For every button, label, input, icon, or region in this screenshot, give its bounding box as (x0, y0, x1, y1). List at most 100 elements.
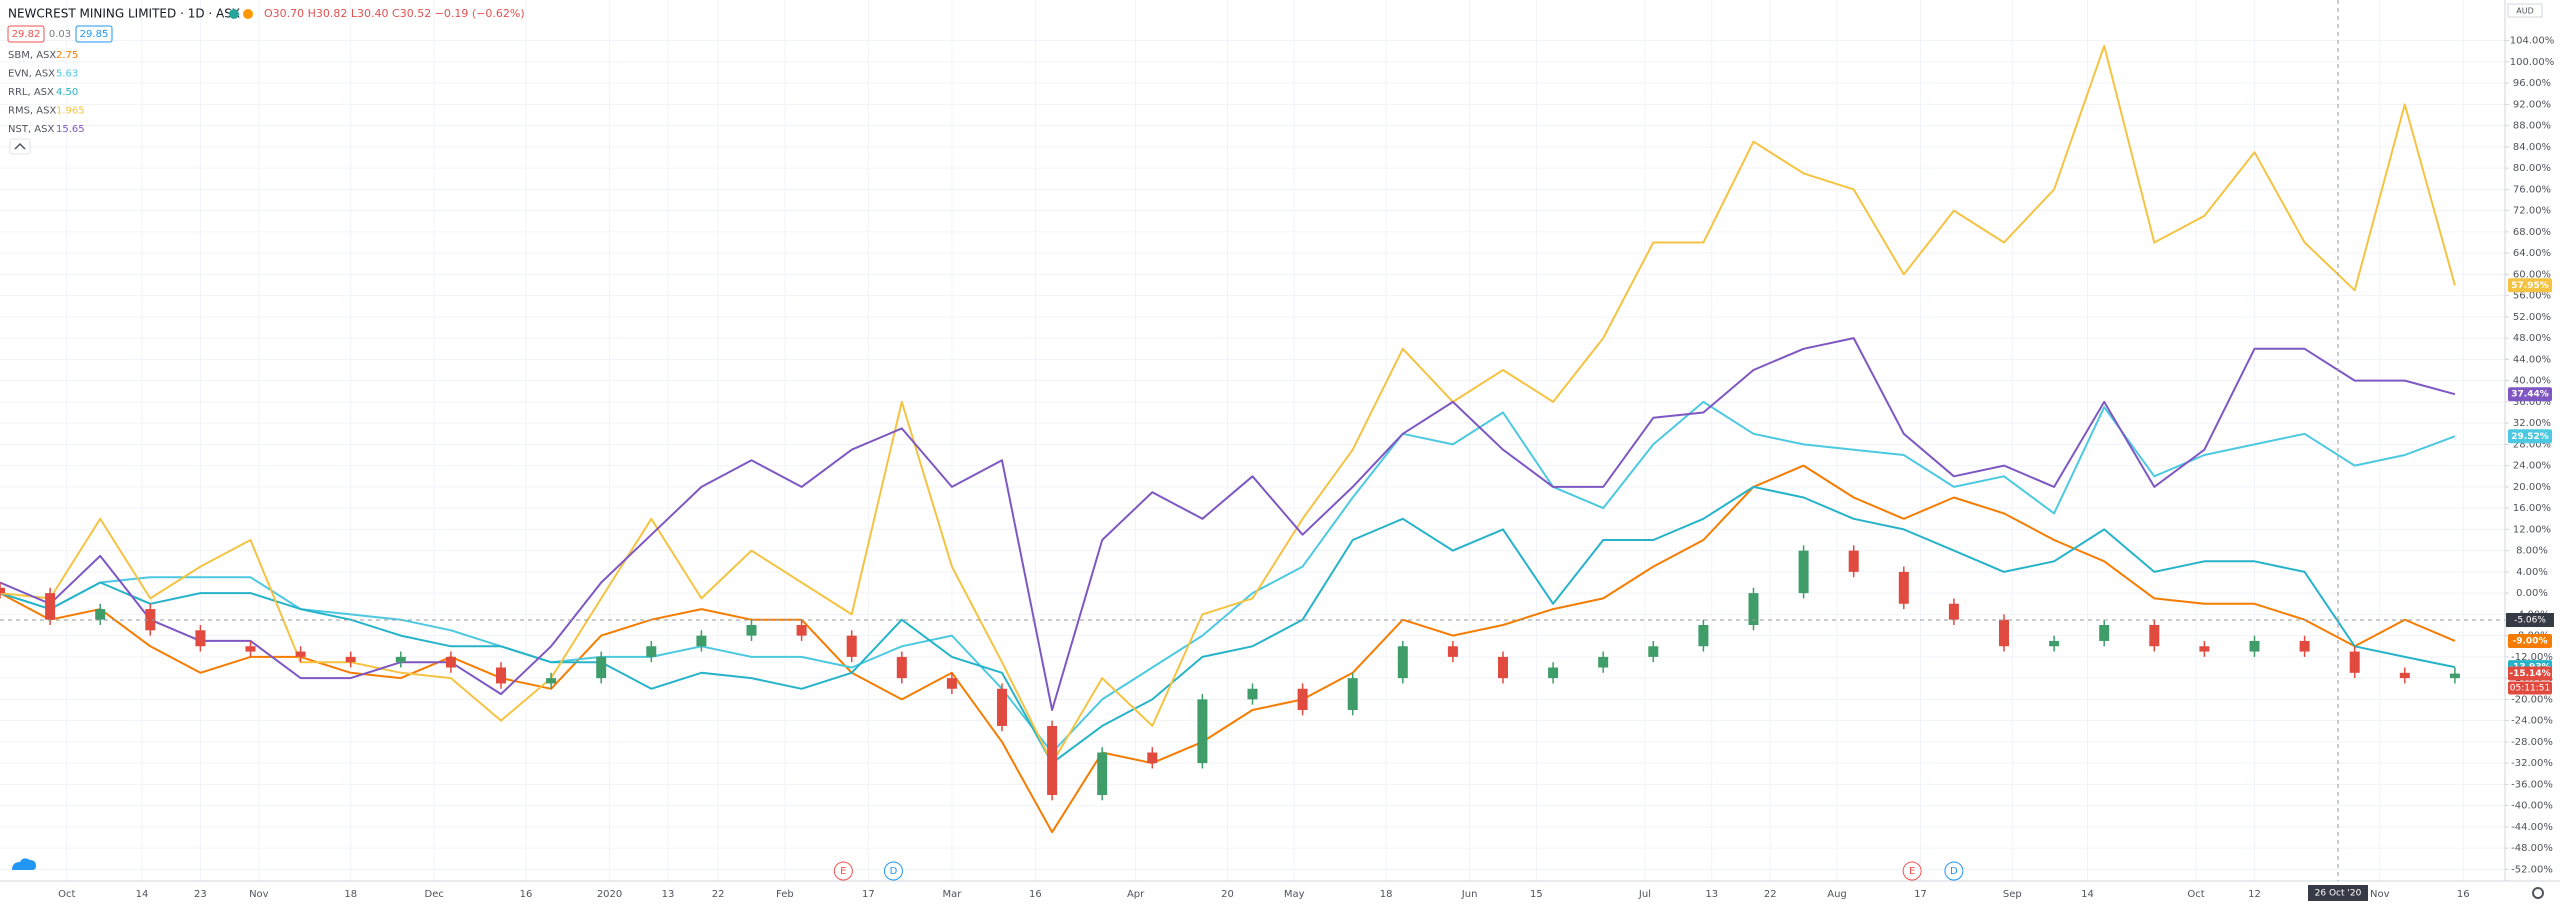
candle-body (746, 625, 757, 636)
legend-name[interactable]: RMS, ASX (8, 106, 56, 117)
x-tick-label: Nov (249, 889, 269, 900)
candle-body (1197, 699, 1208, 764)
x-tick-label: Nov (2370, 889, 2390, 900)
collapse-button[interactable] (9, 138, 31, 155)
x-tick-label: 16 (2457, 889, 2470, 900)
settings-icon[interactable] (2532, 887, 2544, 899)
x-tick-label: Dec (425, 889, 444, 900)
y-tick-label: 96.00% (2513, 78, 2551, 89)
candle-body (2049, 640, 2060, 647)
y-tick-label: 84.00% (2513, 142, 2551, 153)
status-dot (229, 9, 239, 19)
x-tick-label: Sep (2003, 889, 2022, 900)
x-tick-label: May (1284, 889, 1305, 900)
event-label: E (1909, 866, 1915, 877)
candle-body (1848, 550, 1859, 572)
currency: AUD (2516, 7, 2534, 16)
y-tick-label: 92.00% (2513, 99, 2551, 110)
candle-body (2099, 625, 2110, 641)
candle-body (345, 656, 356, 663)
candle-body (1898, 571, 1909, 604)
x-tick-label: 2020 (597, 889, 622, 900)
bid-box[interactable] (7, 25, 45, 43)
legend-name[interactable]: NST, ASX (8, 124, 54, 135)
last-value-label: 37.44% (2511, 390, 2549, 400)
y-tick-label: -44.00% (2511, 822, 2553, 833)
status-dot (243, 9, 253, 19)
candle-body (696, 635, 707, 647)
series-line (0, 400, 2456, 754)
candle-body (1297, 688, 1308, 710)
y-tick-label: 44.00% (2513, 354, 2551, 365)
candle-body (445, 656, 456, 668)
candle-body (2399, 672, 2410, 679)
x-tick-label: 18 (1380, 889, 1393, 900)
y-tick-label: 76.00% (2513, 184, 2551, 195)
candle-body (1047, 725, 1058, 795)
legend-name[interactable]: SBM, ASX (8, 50, 56, 61)
collapse-icon (14, 142, 26, 150)
event-marker[interactable] (1944, 861, 1964, 881)
series-line (0, 44, 2456, 765)
countdown-box (2508, 681, 2552, 695)
x-tick-label: 14 (2081, 889, 2094, 900)
x-tick-label: 22 (1764, 889, 1777, 900)
x-tick-label: 14 (136, 889, 149, 900)
crosshair-price-box (2506, 613, 2554, 628)
y-tick-label: -28.00% (2511, 737, 2553, 748)
x-tick-label: Oct (58, 889, 75, 900)
y-tick-label: 100.00% (2510, 57, 2555, 68)
candle-body (245, 646, 256, 652)
event-label: E (840, 866, 846, 877)
x-tick-label: 17 (1914, 889, 1927, 900)
legend-price: 4.50 (56, 87, 78, 98)
candle-body (896, 656, 907, 679)
x-tick-label: 13 (662, 889, 675, 900)
event-marker[interactable] (833, 861, 853, 881)
x-tick-label: 20 (1221, 889, 1234, 900)
crosshair-date-box (2308, 885, 2368, 901)
last-value-label: -15.14% (2509, 669, 2550, 679)
y-tick-label: 72.00% (2513, 206, 2551, 217)
event-marker[interactable] (1902, 861, 1922, 881)
candle-body (1999, 619, 2009, 647)
y-tick-label: 52.00% (2513, 312, 2551, 323)
y-tick-label: 32.00% (2513, 418, 2551, 429)
series-line (0, 485, 2456, 765)
y-tick-label: -20.00% (2511, 694, 2553, 705)
candle-body (95, 609, 106, 620)
candle-body (1748, 593, 1759, 625)
candle-body (596, 656, 607, 679)
x-tick-label: 18 (344, 889, 357, 900)
candle-body (1397, 646, 1408, 679)
candle-body (496, 667, 506, 684)
last-value-label: 29.52% (2511, 432, 2549, 442)
y-tick-label: 80.00% (2513, 163, 2551, 174)
series-layer (0, 44, 2456, 834)
ask-price: 29.85 (80, 29, 109, 40)
event-marker[interactable] (883, 861, 903, 881)
currency-box[interactable] (2507, 3, 2543, 18)
event-label: D (1950, 866, 1958, 877)
y-tick-label: -52.00% (2511, 864, 2553, 875)
y-tick-label: -36.00% (2511, 779, 2553, 790)
last-value-box (2508, 429, 2552, 444)
y-tick-label: -40.00% (2511, 801, 2553, 812)
y-tick-label: 48.00% (2513, 333, 2551, 344)
last-value-box (2508, 387, 2552, 402)
ask-box[interactable] (75, 25, 113, 43)
y-tick-label: 4.00% (2516, 567, 2548, 578)
x-tick-label: Oct (2187, 889, 2204, 900)
crosshair-price: -5.06% (2514, 616, 2546, 626)
candle-body (1247, 688, 1258, 700)
legend-name[interactable]: RRL, ASX (8, 87, 54, 98)
y-tick-label: 40.00% (2513, 376, 2551, 387)
legend-price: 1.965 (56, 106, 85, 117)
x-tick-label: Mar (942, 889, 962, 900)
candle-body (2249, 640, 2260, 652)
candle-body (946, 678, 957, 689)
legend-name[interactable]: EVN, ASX (8, 69, 55, 80)
